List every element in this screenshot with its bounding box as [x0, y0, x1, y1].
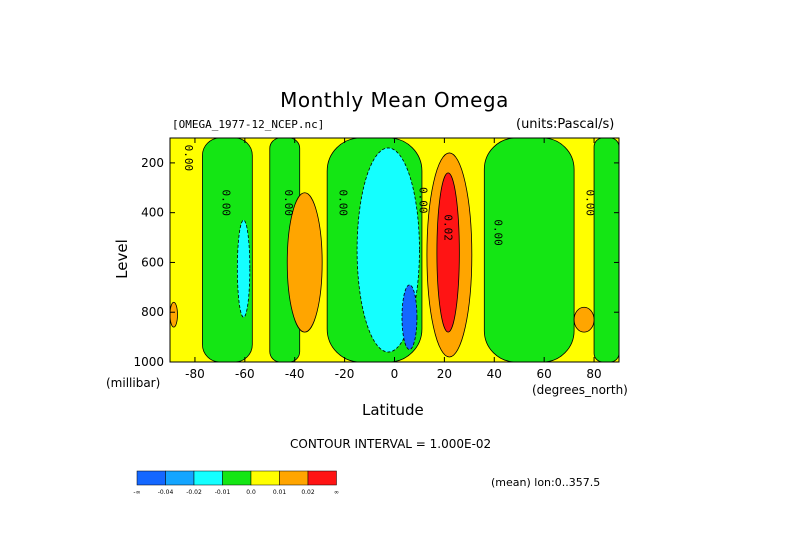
x-tick-label: -80 [185, 367, 205, 381]
contour-label: 0.00 [416, 187, 429, 214]
x-tick-label: 20 [437, 367, 452, 381]
y-tick-label: 200 [141, 156, 164, 170]
colorbar-swatch [307, 470, 337, 486]
colorbar-swatch [136, 470, 166, 486]
heatmap-regions [170, 138, 619, 362]
contour-region-orange [170, 301, 178, 328]
y-tick-label: 1000 [133, 355, 164, 369]
colorbar-swatch [250, 470, 280, 486]
contour-interval-note: CONTOUR INTERVAL = 1.000E-02 [290, 437, 492, 451]
contour-region-cyan [236, 219, 251, 318]
x-tick-label: -60 [235, 367, 255, 381]
contour-label: 0.00 [219, 189, 232, 216]
colorbar-label: 0.0 [246, 489, 256, 496]
colorbar-swatch [279, 470, 309, 486]
contour-label: 0.00 [337, 189, 350, 216]
x-tick-label: 80 [586, 367, 601, 381]
x-tick-label: 40 [487, 367, 502, 381]
contour-label: 0.00 [491, 219, 504, 246]
colorbar-label: -0.04 [158, 489, 174, 496]
x-tick-label: 0 [391, 367, 399, 381]
chart-title: Monthly Mean Omega [280, 88, 509, 112]
colorbar-label: 0.02 [301, 489, 315, 496]
x-tick-label: 60 [537, 367, 552, 381]
x-tick-label: -20 [335, 367, 355, 381]
x-tick-label: -40 [285, 367, 305, 381]
contour-label: 0.00 [282, 189, 295, 216]
contour-region-orange [573, 306, 595, 333]
x-axis-unit: (degrees_north) [532, 383, 628, 397]
colorbar-label: 0.01 [273, 489, 287, 496]
dataset-label: [OMEGA_1977-12_NCEP.nc] [172, 118, 325, 131]
colorbar-swatch [165, 470, 195, 486]
contour-label: 0.02 [441, 214, 454, 241]
y-axis-unit: (millibar) [106, 376, 161, 390]
colorbar-swatch [222, 470, 252, 486]
mean-lon-note: (mean) lon:0..357.5 [491, 476, 601, 489]
contour-region-orange [286, 192, 323, 333]
contour-label: 0.00 [182, 145, 195, 172]
contour-region-red [436, 172, 460, 333]
colorbar-swatch [193, 470, 223, 486]
contour-label: 0.00 [584, 189, 597, 216]
y-tick-label: 600 [141, 255, 164, 269]
colorbar-label: -∞ [133, 489, 140, 496]
x-axis-label: Latitude [362, 401, 424, 419]
colorbar-label: -0.02 [186, 489, 202, 496]
units-label: (units:Pascal/s) [516, 117, 615, 132]
contour-region-blue [401, 284, 418, 350]
contour-region-green [483, 138, 575, 362]
colorbar-label: -0.01 [215, 489, 231, 496]
y-tick-label: 400 [141, 206, 164, 220]
contour-region-green [593, 138, 619, 362]
y-tick-label: 800 [141, 305, 164, 319]
colorbar-label: ∞ [334, 489, 339, 496]
